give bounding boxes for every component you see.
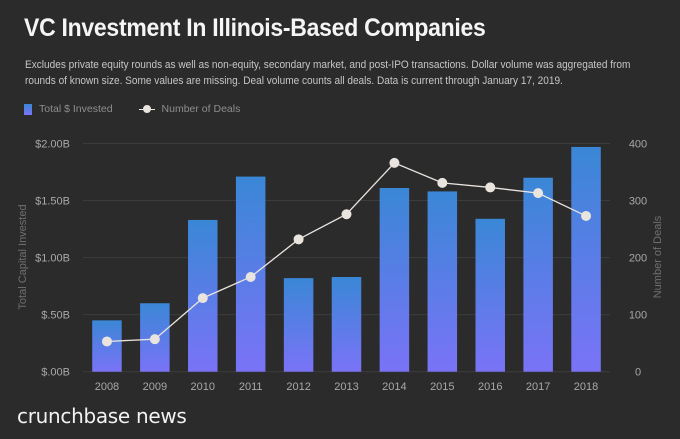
legend-item-deals[interactable]: Number of Deals [138, 103, 241, 115]
x-tick-label: 2015 [430, 381, 454, 393]
y-tick-label: $1.00B [35, 253, 70, 265]
bar-2014 [379, 187, 410, 372]
x-tick-label: 2012 [286, 381, 310, 393]
axes: $.00B $.50B $1.00B $1.50B $2.00B 0 100 200 300 40… [35, 139, 647, 394]
y-axis-title: Total Capital Invested [17, 204, 29, 309]
bar-2015 [427, 191, 458, 372]
deals-point-2018 [581, 210, 592, 221]
bar-2016 [475, 218, 505, 372]
y-tick-label: $.50B [41, 310, 70, 322]
bar-2013 [331, 276, 362, 372]
x-tick-label: 2016 [478, 381, 502, 393]
deals-point-2011 [245, 271, 256, 282]
x-tick-label: 2014 [382, 381, 406, 393]
legend: Total $ Invested Number of Deals [24, 103, 266, 115]
deals-point-2009 [149, 334, 160, 345]
x-tick-label: 2018 [574, 381, 598, 393]
deals-point-2010 [197, 293, 208, 304]
x-tick-label: 2017 [526, 381, 550, 393]
deals-point-2012 [293, 234, 304, 245]
bar-2018 [571, 146, 601, 372]
y-tick-label: $2.00B [35, 139, 70, 151]
deals-point-2016 [485, 182, 496, 193]
chart-title: VC Investment In Illinois-Based Companie… [24, 14, 486, 42]
deals-line [101, 157, 592, 347]
x-tick-label: 2010 [191, 381, 215, 393]
x-tick-label: 2008 [95, 381, 119, 393]
deals-point-2015 [437, 177, 448, 188]
y2-tick-label: 100 [629, 310, 647, 322]
line-marker-icon [138, 104, 155, 115]
bar-2017 [523, 177, 553, 372]
legend-item-invested[interactable]: Total $ Invested [24, 103, 113, 115]
bar-2012 [283, 278, 314, 372]
bar-swatch-icon [24, 103, 32, 115]
x-tick-label: 2011 [239, 381, 263, 393]
y-tick-label: $.00B [41, 367, 70, 379]
x-tick-label: 2013 [334, 381, 358, 393]
y2-tick-label: 200 [629, 253, 647, 265]
deals-point-2017 [533, 188, 544, 199]
legend-label: Total $ Invested [39, 103, 113, 115]
y-tick-label: $1.50B [35, 196, 70, 208]
deals-point-2013 [341, 209, 352, 220]
brand-logo: crunchbase news [17, 404, 187, 428]
deals-point-2008 [101, 336, 112, 347]
bars [92, 146, 601, 372]
deals-point-2014 [389, 157, 400, 168]
y2-tick-label: 300 [629, 196, 647, 208]
chart-subtitle: Excludes private equity rounds as well a… [25, 59, 631, 87]
y2-tick-label: 0 [635, 367, 641, 379]
y2-axis-title: Number of Deals [652, 215, 664, 298]
legend-label: Number of Deals [161, 103, 241, 115]
x-tick-label: 2009 [143, 381, 167, 393]
y2-tick-label: 400 [629, 139, 647, 151]
